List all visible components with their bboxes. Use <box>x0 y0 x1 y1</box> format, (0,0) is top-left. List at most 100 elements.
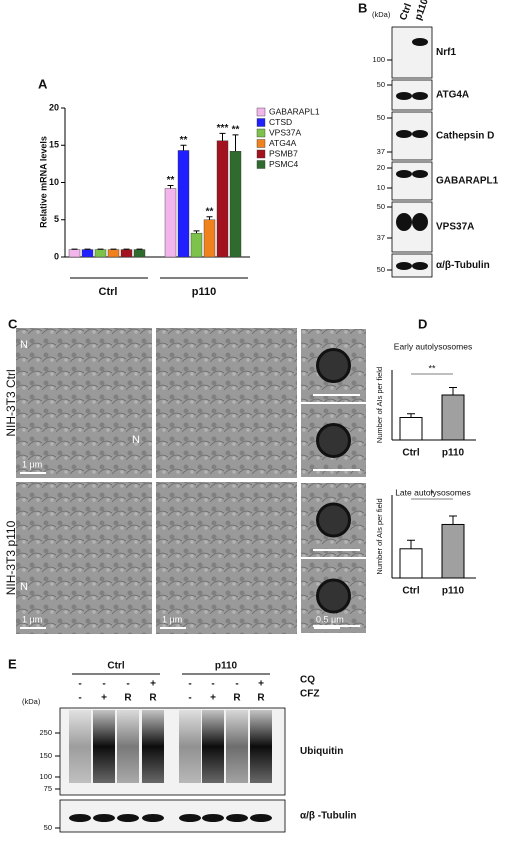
band <box>117 814 139 822</box>
treatment-sign: + <box>150 679 156 690</box>
y-axis-label: Number of AIs per field <box>375 498 384 574</box>
marker-label: 100 <box>372 55 385 64</box>
treatment-sign: R <box>233 693 241 704</box>
treatment-sign: - <box>78 679 81 690</box>
treatment-sign: R <box>257 693 265 704</box>
treatment-sign: R <box>149 693 157 704</box>
unit: (kDa) <box>372 10 391 19</box>
treatment-label: CQ <box>300 675 315 686</box>
legend-label: PSMB7 <box>269 148 298 158</box>
legend-swatch <box>256 160 266 169</box>
smear <box>226 710 248 783</box>
smear <box>142 710 164 783</box>
smear <box>202 710 224 783</box>
blot-label: VPS37A <box>436 222 474 233</box>
panel-label: D <box>418 316 427 331</box>
band <box>412 262 428 270</box>
bar <box>94 249 107 258</box>
marker-label: 250 <box>39 728 52 737</box>
legend-swatch <box>256 118 266 127</box>
smear <box>179 710 201 783</box>
significance: ** <box>232 124 240 135</box>
bar <box>107 249 120 258</box>
marker-label: 50 <box>377 265 385 274</box>
panel-label: A <box>38 76 48 91</box>
bar <box>120 249 133 258</box>
legend-label: VPS37A <box>269 127 301 137</box>
treatment-sign: - <box>102 679 105 690</box>
x-tick-label: Ctrl <box>99 286 118 298</box>
y-tick-label: 10 <box>49 177 59 187</box>
bar <box>441 523 465 579</box>
band <box>69 814 91 822</box>
blot <box>59 799 286 833</box>
band <box>396 130 412 138</box>
band <box>142 814 164 822</box>
error-bar <box>407 413 415 418</box>
chart-title: Early autolysosomes <box>394 341 472 351</box>
autolysosome <box>316 502 351 538</box>
chart-title: Late autolysosomes <box>395 487 471 497</box>
band <box>250 814 272 822</box>
band <box>93 814 115 822</box>
treatment-sign: - <box>78 693 81 704</box>
error-bar <box>219 132 226 141</box>
y-tick-label: 15 <box>49 140 59 150</box>
blot-label: Nrf1 <box>436 47 456 58</box>
panel-label: C <box>8 316 18 331</box>
legend-label: CTSD <box>269 117 292 127</box>
group-label: p110 <box>215 661 238 672</box>
x-tick-label: p110 <box>192 286 216 298</box>
smear <box>250 710 272 783</box>
bar <box>399 417 423 441</box>
band <box>412 38 428 46</box>
blot-label: α/β-Tubulin <box>436 260 490 271</box>
error-bar <box>180 144 187 151</box>
row-label: NIH-3T3 Ctrl <box>4 369 18 436</box>
marker-label: 10 <box>377 183 385 192</box>
scale-label: 1 μm <box>162 614 182 624</box>
error-bar <box>449 515 457 525</box>
blot <box>391 26 433 79</box>
blot-label: ATG4A <box>436 90 469 101</box>
treatment-sign: - <box>235 679 238 690</box>
band <box>412 213 428 231</box>
treatment-sign: + <box>258 679 264 690</box>
error-bar <box>407 539 415 549</box>
band <box>412 170 428 178</box>
x-tick-label: Ctrl <box>402 586 419 597</box>
y-tick-label: 20 <box>49 102 59 112</box>
marker-label: 50 <box>377 80 385 89</box>
scale-label: 1 μm <box>22 459 42 469</box>
band <box>412 92 428 100</box>
marker-label: 20 <box>377 163 385 172</box>
band <box>412 130 428 138</box>
band <box>226 814 248 822</box>
band <box>179 814 201 822</box>
blot-label: α/β -Tubulin <box>300 811 357 822</box>
treatment-sign: - <box>188 693 191 704</box>
nucleus-label: N <box>20 339 28 351</box>
treatment-sign: R <box>124 693 132 704</box>
legend-swatch <box>256 149 266 159</box>
scale-label: 0.5 μm <box>316 614 344 624</box>
marker-label: 37 <box>377 147 385 156</box>
lane-label: p110 <box>413 0 431 22</box>
error-bar <box>449 387 457 395</box>
autolysosome <box>316 423 351 458</box>
blot-label: Ubiquitin <box>300 746 343 757</box>
treatment-sign: - <box>126 679 129 690</box>
bar <box>399 548 423 579</box>
significance: ** <box>167 175 175 186</box>
unit: (kDa) <box>22 697 41 706</box>
error-bar <box>206 216 213 220</box>
panel-label: E <box>8 656 17 671</box>
band <box>202 814 224 822</box>
significance: * <box>430 488 434 498</box>
bar <box>164 188 177 258</box>
blot-label: GABARAPL1 <box>436 176 499 187</box>
blot <box>391 161 433 201</box>
marker-label: 37 <box>377 233 385 242</box>
em-image <box>156 482 297 634</box>
